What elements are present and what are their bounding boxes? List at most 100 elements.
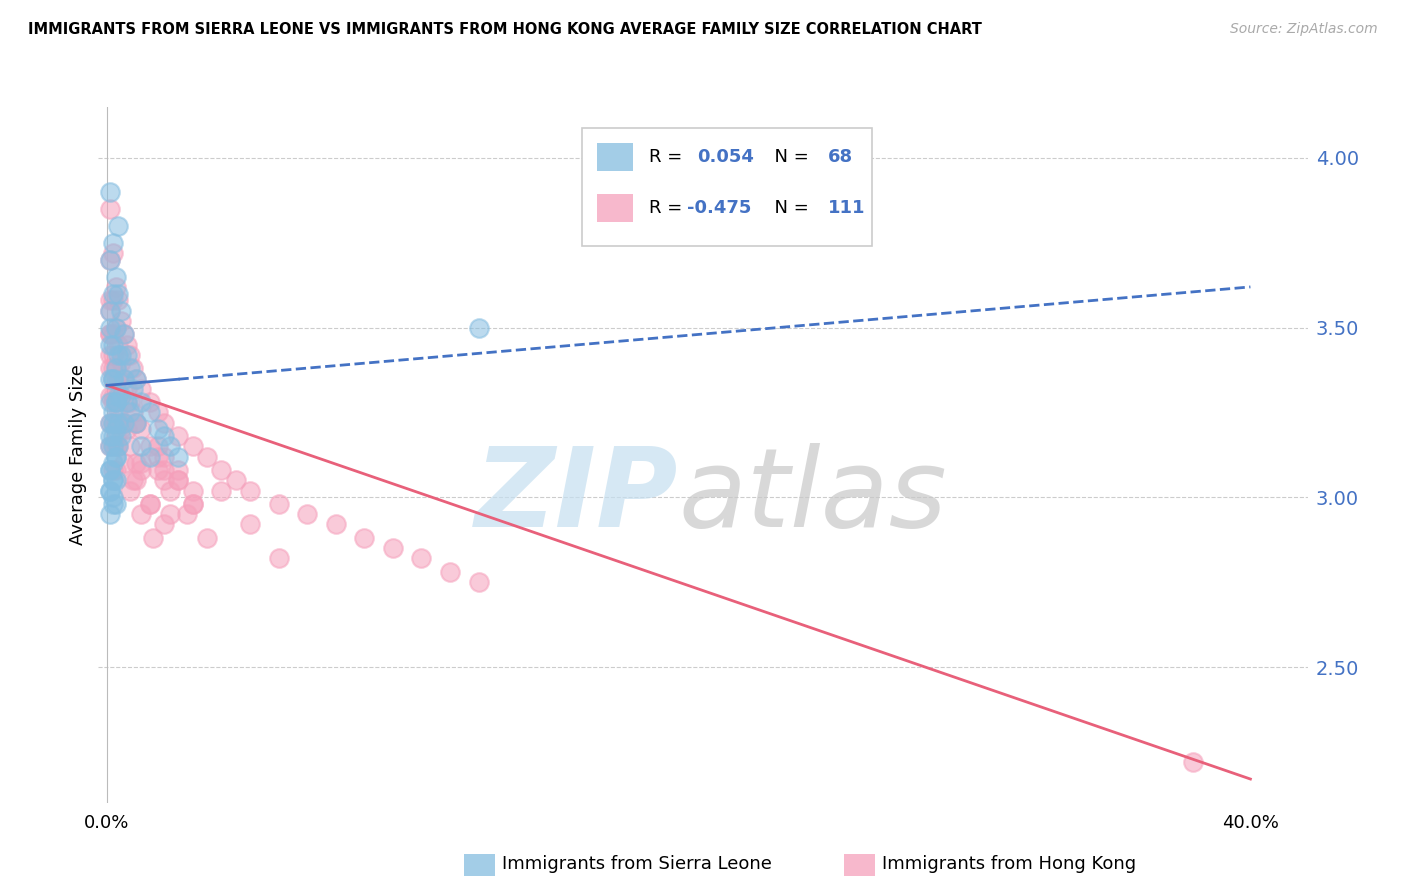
Point [104, 497, 127, 511]
Point [209, 463, 232, 477]
Point [101, 491, 124, 505]
Point [107, 416, 129, 430]
Text: 0.054: 0.054 [697, 148, 754, 166]
Text: Source: ZipAtlas.com: Source: ZipAtlas.com [1230, 22, 1378, 37]
Point [101, 439, 124, 453]
Point [104, 395, 127, 409]
Point [112, 371, 135, 385]
Point [107, 388, 129, 402]
Point [129, 422, 152, 436]
Point [104, 361, 127, 376]
Point [101, 286, 124, 301]
Point [112, 416, 135, 430]
Point [381, 541, 404, 556]
Point [115, 422, 138, 436]
Point [115, 382, 138, 396]
Point [98, 483, 121, 498]
Point [104, 439, 127, 453]
Point [439, 565, 461, 579]
Point [112, 327, 135, 342]
Point [153, 429, 176, 443]
Point [121, 382, 143, 396]
Point [104, 395, 127, 409]
Point [110, 348, 132, 362]
Point [98, 463, 121, 477]
Point [195, 531, 218, 545]
Point [101, 246, 124, 260]
Point [129, 457, 152, 471]
Point [101, 463, 124, 477]
Text: R =: R = [648, 199, 688, 217]
Point [110, 314, 132, 328]
Point [101, 416, 124, 430]
Text: Immigrants from Hong Kong: Immigrants from Hong Kong [882, 855, 1136, 873]
Point [181, 497, 204, 511]
Point [101, 327, 124, 342]
Point [101, 416, 124, 430]
Point [121, 361, 143, 376]
Point [153, 517, 176, 532]
Point [118, 361, 141, 376]
Text: 111: 111 [828, 199, 865, 217]
Point [98, 371, 121, 385]
Point [153, 474, 176, 488]
Point [124, 416, 146, 430]
Point [115, 348, 138, 362]
Point [181, 483, 204, 498]
Point [98, 303, 121, 318]
Point [267, 497, 290, 511]
Point [101, 497, 124, 511]
Point [148, 405, 170, 419]
Point [98, 202, 121, 216]
Point [112, 457, 135, 471]
Point [325, 517, 347, 532]
Point [112, 416, 135, 430]
Point [239, 483, 262, 498]
Text: N =: N = [763, 199, 815, 217]
Point [121, 405, 143, 419]
Point [101, 405, 124, 419]
Point [98, 185, 121, 199]
Point [110, 388, 132, 402]
Point [101, 395, 124, 409]
Point [98, 348, 121, 362]
Point [124, 474, 146, 488]
Point [98, 327, 121, 342]
Point [153, 450, 176, 464]
Point [104, 429, 127, 443]
Point [124, 457, 146, 471]
Point [118, 483, 141, 498]
Point [118, 348, 141, 362]
Point [98, 252, 121, 267]
Point [101, 439, 124, 453]
Point [110, 388, 132, 402]
Text: -0.475: -0.475 [688, 199, 752, 217]
Point [176, 508, 198, 522]
Point [98, 337, 121, 351]
Point [98, 252, 121, 267]
Point [225, 474, 247, 488]
Point [110, 429, 132, 443]
Text: ZIP: ZIP [475, 443, 679, 550]
Point [101, 361, 124, 376]
Text: IMMIGRANTS FROM SIERRA LEONE VS IMMIGRANTS FROM HONG KONG AVERAGE FAMILY SIZE CO: IMMIGRANTS FROM SIERRA LEONE VS IMMIGRAN… [28, 22, 981, 37]
Point [101, 371, 124, 385]
Point [104, 320, 127, 334]
Point [139, 497, 162, 511]
Point [107, 371, 129, 385]
Point [101, 474, 124, 488]
Bar [596, 194, 633, 222]
Point [124, 416, 146, 430]
Point [107, 405, 129, 419]
Point [101, 429, 124, 443]
Point [101, 457, 124, 471]
Point [129, 463, 152, 477]
FancyBboxPatch shape [582, 128, 872, 246]
Point [467, 575, 489, 590]
Point [139, 439, 162, 453]
Point [98, 416, 121, 430]
Point [98, 388, 121, 402]
Point [295, 508, 318, 522]
Point [142, 531, 165, 545]
Point [129, 439, 152, 453]
